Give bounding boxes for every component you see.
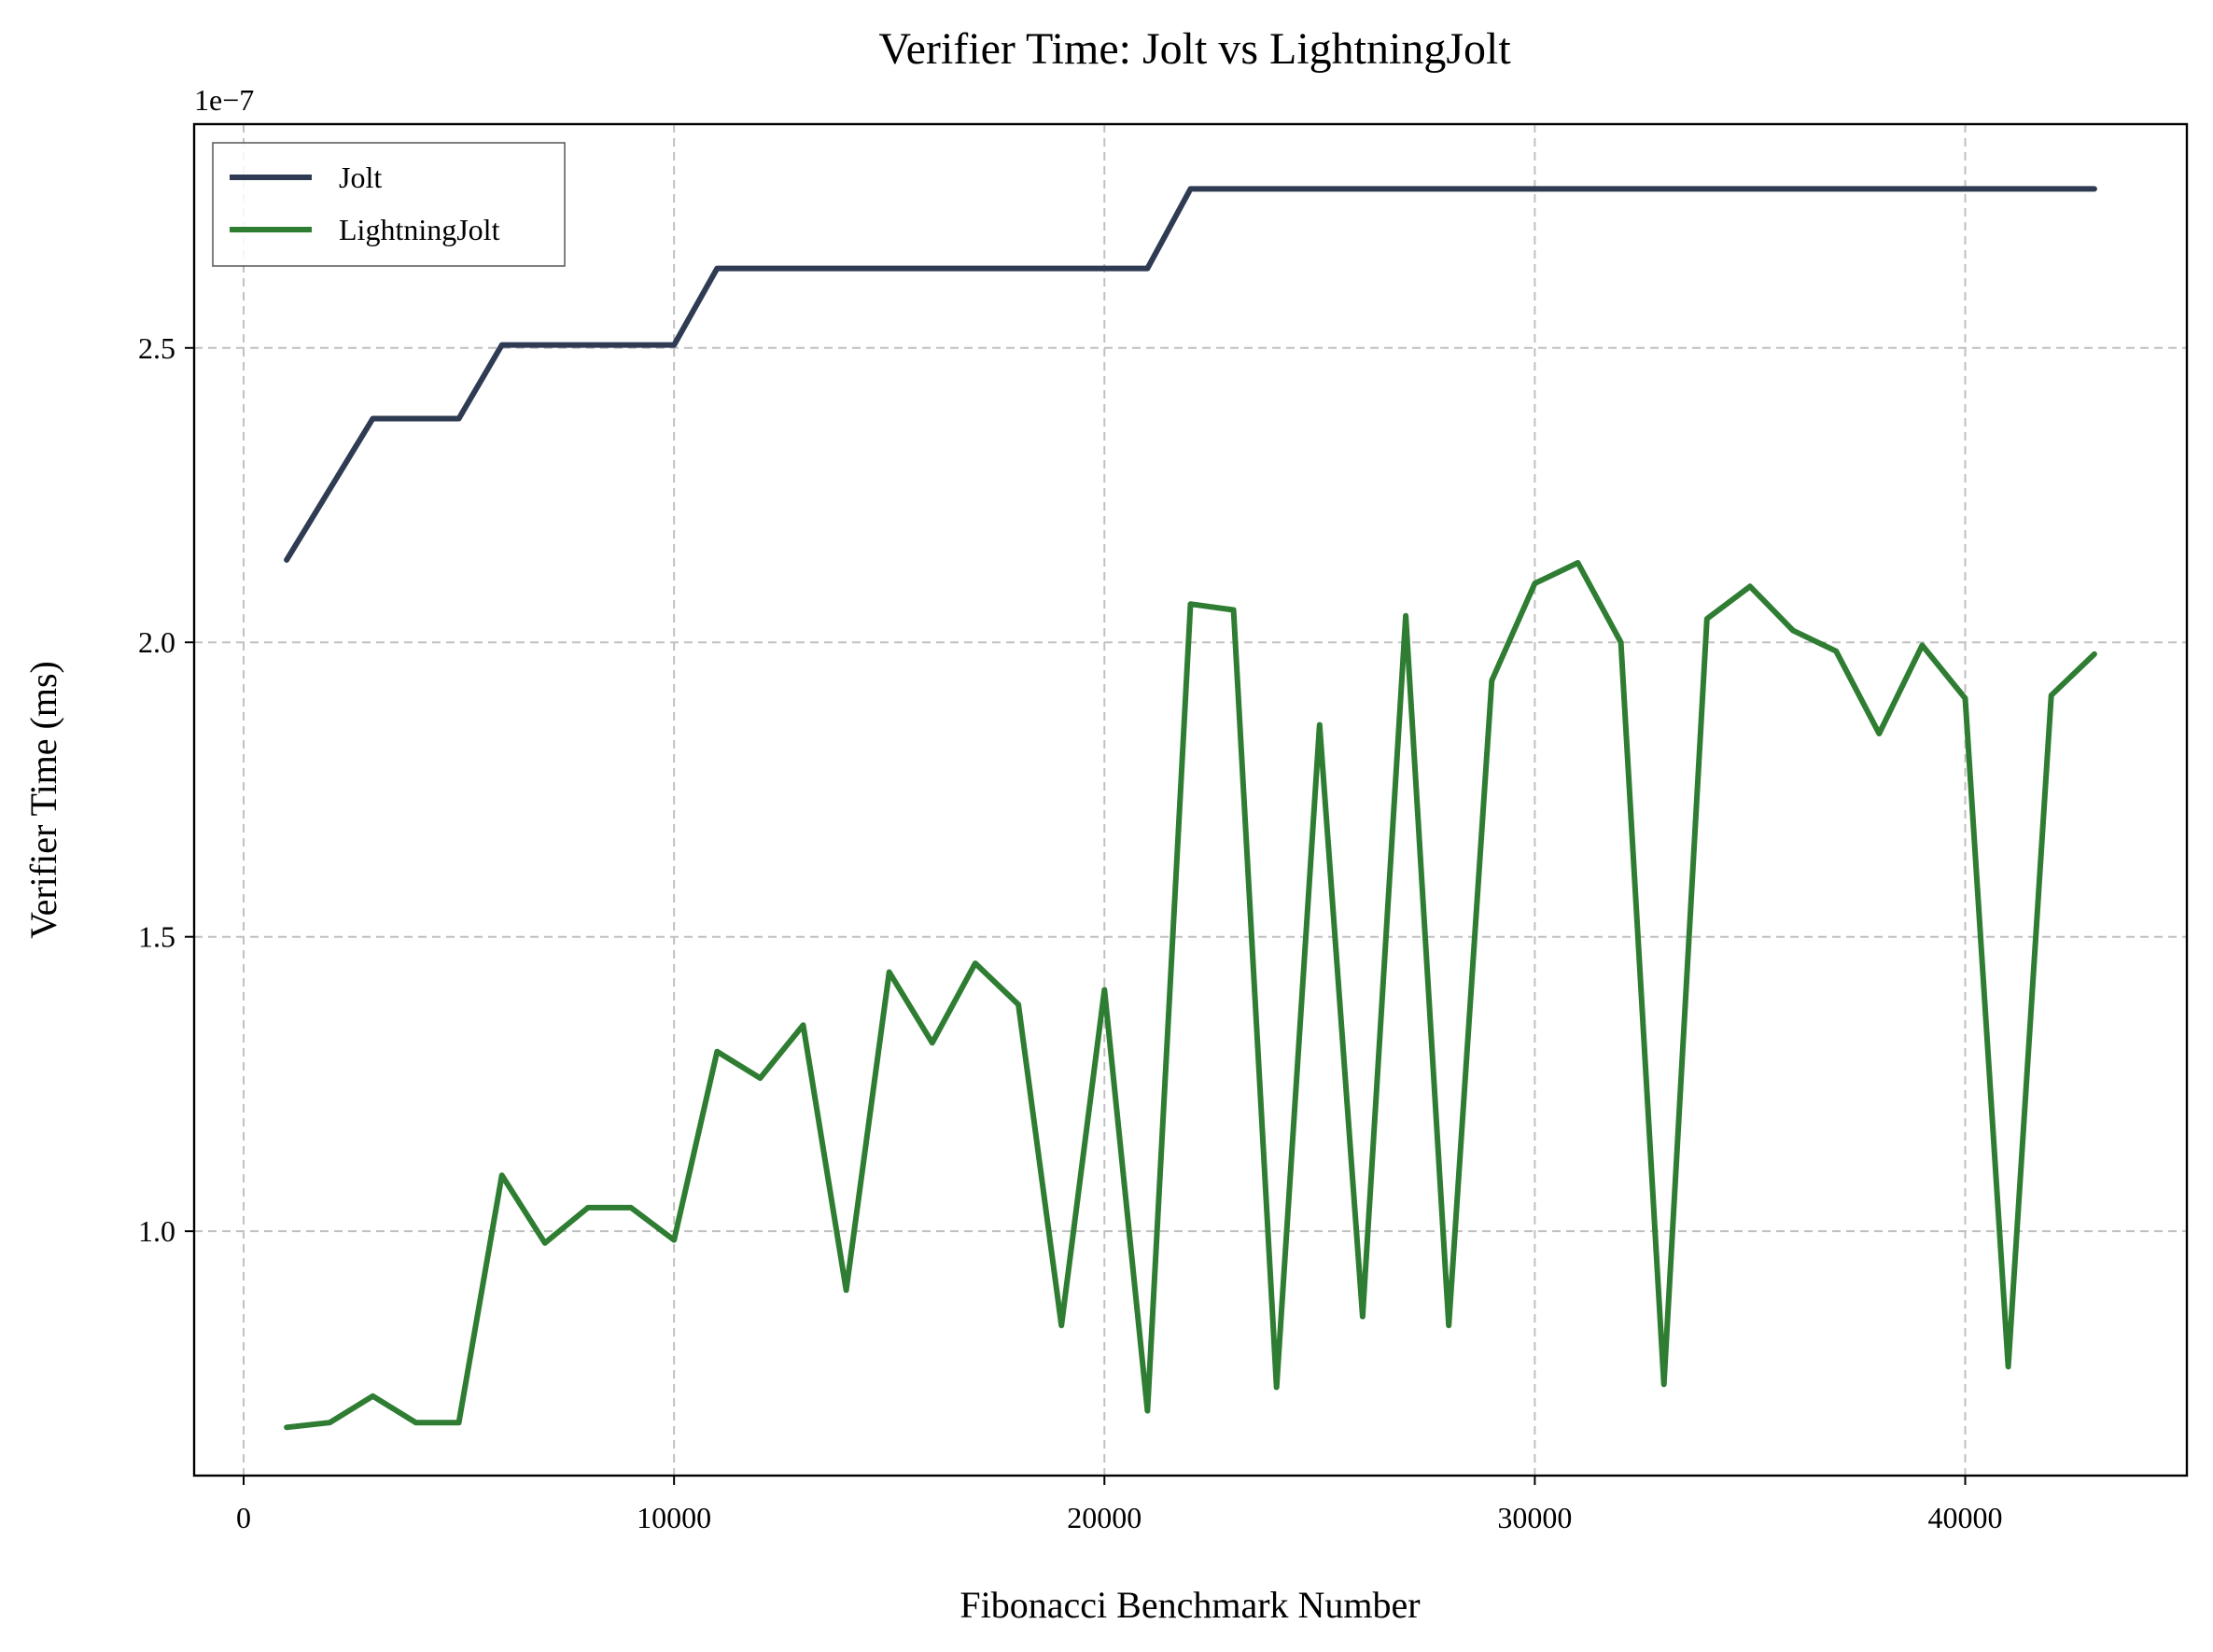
x-tick-label: 20000 <box>1067 1501 1142 1534</box>
plot-series <box>284 186 2097 1431</box>
y-tick-label: 2.0 <box>138 625 175 659</box>
y-tick-label: 1.5 <box>138 920 175 954</box>
y-axis-label: Verifier Time (ms) <box>22 661 64 939</box>
x-tick-label: 10000 <box>637 1501 711 1534</box>
legend-label-lightningjolt: LightningJolt <box>339 213 500 246</box>
chart-title: Verifier Time: Jolt vs LightningJolt <box>878 24 1511 74</box>
legend: Jolt LightningJolt <box>212 142 566 267</box>
y-tick-label: 1.0 <box>138 1214 175 1248</box>
y-tick-label: 2.5 <box>138 331 175 365</box>
y-axis-offset-label: 1e−7 <box>194 83 254 117</box>
x-tick-label: 0 <box>236 1501 251 1534</box>
x-tick-label: 30000 <box>1497 1501 1572 1534</box>
series-line-lightningjolt <box>284 560 2097 1431</box>
series-line-jolt <box>284 186 2097 563</box>
x-tick-label: 40000 <box>1928 1501 2003 1534</box>
axis-ticks: 0 10000 20000 30000 40000 1.0 1.5 2.0 2.5 <box>138 331 2003 1534</box>
x-axis-label: Fibonacci Benchmark Number <box>959 1584 1420 1626</box>
plot-frame <box>192 122 2189 1477</box>
legend-label-jolt: Jolt <box>339 161 382 194</box>
grid-lines <box>194 124 2187 1476</box>
legend-box <box>212 142 566 267</box>
